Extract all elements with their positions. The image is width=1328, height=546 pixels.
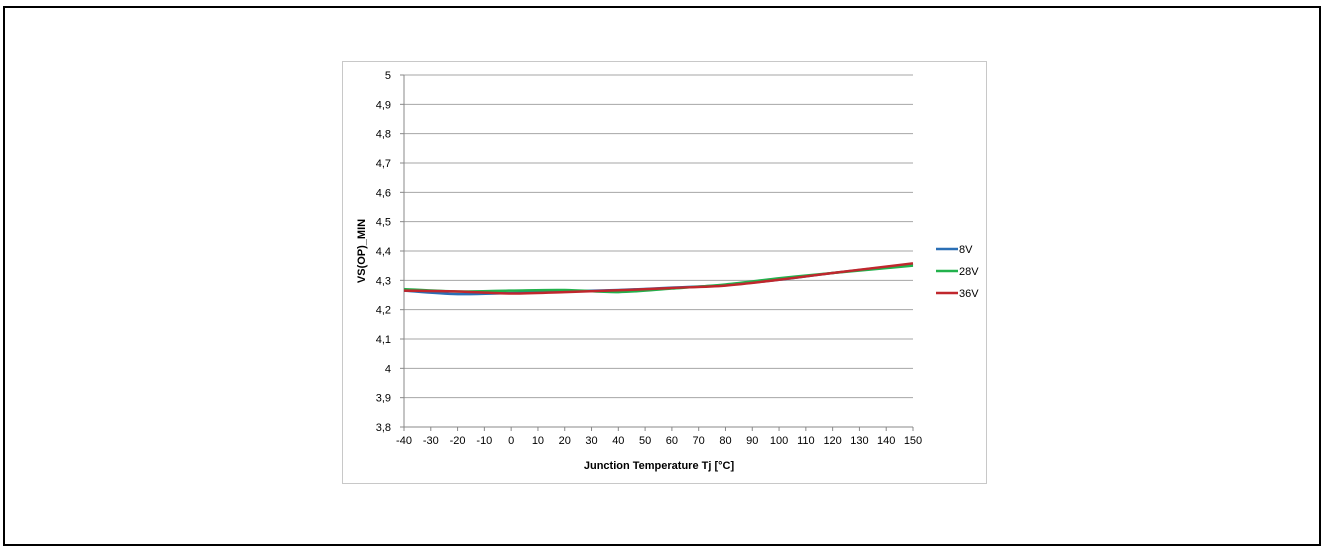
x-tick-label: 80 xyxy=(719,435,731,447)
legend-label-8v: 8V xyxy=(959,244,973,256)
gridlines xyxy=(400,74,914,431)
y-tick-label: 4 xyxy=(385,363,391,375)
y-tick-label: 4,5 xyxy=(376,217,391,229)
y-tick-labels: 3,8 3,9 4 4,1 4,2 4,3 4,4 4,5 4,6 4,7 4,8 4,9 5 xyxy=(376,70,391,434)
x-tick-label: 30 xyxy=(585,435,597,447)
y-tick-label: 3,9 xyxy=(376,393,391,405)
legend-label-28v: 28V xyxy=(959,266,979,278)
x-tick-label: 0 xyxy=(508,435,514,447)
legend-label-36v: 36V xyxy=(959,288,979,300)
x-tick-label: 10 xyxy=(532,435,544,447)
y-tick-label: 4,2 xyxy=(376,305,391,317)
x-tick-label: 50 xyxy=(639,435,651,447)
y-tick-label: 5 xyxy=(385,70,391,82)
y-axis-title: VS(OP)_MIN xyxy=(356,219,368,283)
x-tick-label: 100 xyxy=(770,435,788,447)
y-tick-label: 4,7 xyxy=(376,158,391,170)
x-tick-label: 40 xyxy=(612,435,624,447)
x-tick-labels: -40 -30 -20 -10 0 10 20 30 40 50 60 70 80 90 100 110 120… xyxy=(396,435,922,447)
x-tick-label: -30 xyxy=(423,435,439,447)
x-tick-label: 70 xyxy=(693,435,705,447)
x-tick-label: 90 xyxy=(746,435,758,447)
x-axis-title: Junction Temperature Tj [°C] xyxy=(584,460,735,472)
x-tick-label: 140 xyxy=(877,435,895,447)
line-chart: 3,83,944,14,24,34,44,54,64,74,84,95 -40-… xyxy=(356,70,979,472)
x-tick-label: 110 xyxy=(797,435,815,447)
y-tick-label: 4,6 xyxy=(376,187,391,199)
x-tick-label: -40 xyxy=(396,435,412,447)
x-tick-label: 120 xyxy=(823,435,841,447)
axes xyxy=(403,75,913,428)
y-tick-label: 4,3 xyxy=(376,275,391,287)
series-line-36v xyxy=(403,262,914,295)
x-tick-label: -20 xyxy=(450,435,466,447)
chart-container: 3,8 3,9 4 4,1 4,2 4,3 4,4 4,5 4,6 4,7 4,8 4,9 5 -40-… xyxy=(342,61,987,484)
x-tick-label: 20 xyxy=(559,435,571,447)
y-tick-label: 4,8 xyxy=(376,129,391,141)
y-tick-label: 4,9 xyxy=(376,99,391,111)
y-tick-label: 4,4 xyxy=(376,246,391,258)
y-tick-label: 3,8 xyxy=(376,422,391,434)
x-tick-label: 60 xyxy=(666,435,678,447)
x-tick-label: 150 xyxy=(904,435,922,447)
x-tick-label: -10 xyxy=(476,435,492,447)
legend: 8V 28V 36V xyxy=(936,244,979,300)
x-tick-label: 130 xyxy=(850,435,868,447)
series-lines xyxy=(403,262,914,296)
y-tick-label: 4,1 xyxy=(376,334,391,346)
